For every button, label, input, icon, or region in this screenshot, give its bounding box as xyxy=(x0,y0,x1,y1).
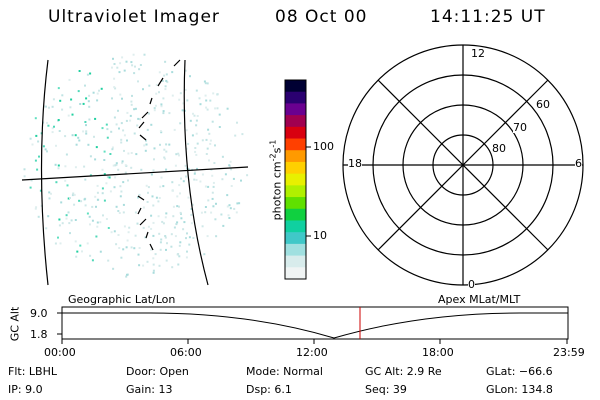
info-filter: Flt: LBHL xyxy=(8,365,57,378)
terminator-lower xyxy=(137,195,154,251)
timeline-x-ticks xyxy=(61,339,568,344)
colorbar-band xyxy=(285,173,306,186)
geo-lon-line-right xyxy=(183,59,209,286)
geo-lon-line-left xyxy=(40,59,49,286)
colorbar-tick-100: 100 xyxy=(313,140,334,153)
colorbar-band xyxy=(285,161,306,175)
colorbar-band xyxy=(285,243,306,257)
colorbar-band xyxy=(285,80,306,93)
colorbar-band xyxy=(285,91,306,104)
info-seq: Seq: 39 xyxy=(365,383,407,396)
timeline-y-tick-9: 9.0 xyxy=(30,307,48,320)
colorbar-band xyxy=(285,103,306,116)
colorbar-band xyxy=(285,115,306,128)
timeline-x-tick-1800: 18:00 xyxy=(422,346,454,359)
mlat-label-80: 80 xyxy=(492,142,506,155)
colorbar-band xyxy=(285,185,306,198)
colorbar-band xyxy=(285,255,306,268)
mlat-label-60: 60 xyxy=(536,98,550,111)
info-ip: IP: 9.0 xyxy=(8,383,43,396)
timeline-x-tick-0000: 00:00 xyxy=(44,346,76,359)
info-door: Door: Open xyxy=(126,365,189,378)
date-label: 08 Oct 00 xyxy=(275,7,368,27)
gc-alt-curve xyxy=(62,312,568,339)
mlt-label-0: 0 xyxy=(468,278,475,291)
colorbar-tick-10: 10 xyxy=(313,229,327,242)
info-glon: GLon: 134.8 xyxy=(486,383,553,396)
timeline-y-tick-1-8: 1.8 xyxy=(30,328,48,341)
polar-diagonal-2 xyxy=(377,79,549,251)
info-dsp: Dsp: 6.1 xyxy=(246,383,292,396)
colorbar-band xyxy=(285,138,306,151)
colorbar-band xyxy=(285,126,306,140)
auroral-emission-speckles xyxy=(23,53,249,278)
geo-lat-line xyxy=(21,166,249,181)
terminator-upper xyxy=(138,59,181,141)
timeline-x-tick-2359: 23:59 xyxy=(553,346,585,359)
colorbar-band xyxy=(285,208,306,221)
colorbar-band xyxy=(285,220,306,233)
timeline-frame xyxy=(61,306,569,340)
info-gc-alt: GC Alt: 2.9 Re xyxy=(365,365,442,378)
timeline-x-tick-1200: 12:00 xyxy=(296,346,328,359)
mlt-label-6: 6 xyxy=(575,157,582,170)
mlt-label-12: 12 xyxy=(471,47,485,60)
mlat-label-70: 70 xyxy=(513,121,527,134)
timeline-y-axis-label: GC Alt xyxy=(8,306,22,342)
colorbar-band xyxy=(285,197,306,210)
info-glat: GLat: −66.6 xyxy=(486,365,553,378)
info-gain: Gain: 13 xyxy=(126,383,173,396)
colorbar-band xyxy=(285,232,306,245)
colorbar-band xyxy=(285,267,306,280)
instrument-title: Ultraviolet Imager xyxy=(48,7,220,27)
apex-panel-label: Apex MLat/MLT xyxy=(438,293,521,306)
info-mode: Mode: Normal xyxy=(246,365,323,378)
time-label: 14:11:25 UT xyxy=(430,7,546,27)
geographic-panel-label: Geographic Lat/Lon xyxy=(68,293,176,306)
colorbar-band xyxy=(285,150,306,163)
mlt-label-18: 18 xyxy=(348,157,362,170)
timeline-x-tick-0600: 06:00 xyxy=(170,346,202,359)
